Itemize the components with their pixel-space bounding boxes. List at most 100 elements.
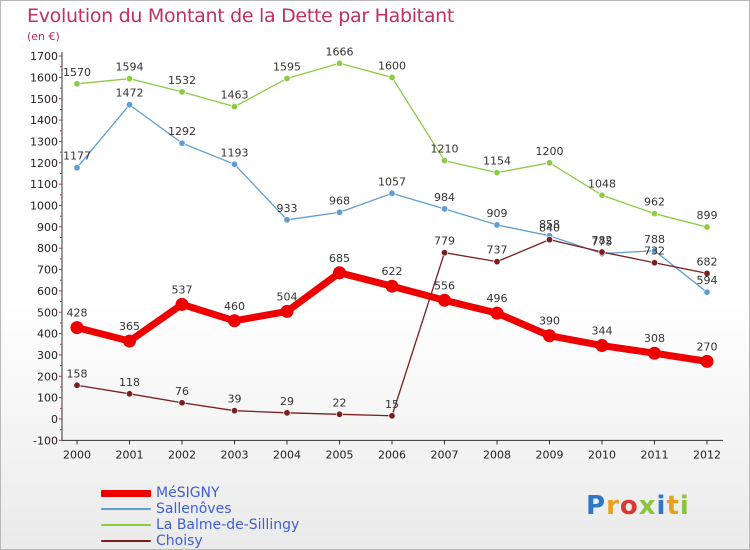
- data-point: [73, 381, 81, 389]
- logo-letter: r: [606, 491, 620, 521]
- logo-letter: P: [586, 491, 607, 521]
- data-label: 1048: [588, 177, 616, 190]
- y-tick-label: 1200: [30, 157, 58, 170]
- data-point: [595, 339, 609, 353]
- legend-label: La Balme-de-Sillingy: [156, 517, 300, 533]
- data-label: 1595: [273, 60, 301, 73]
- data-label: 782: [592, 234, 613, 247]
- x-tick-label: 2003: [221, 448, 249, 461]
- x-tick-label: 2000: [63, 448, 91, 461]
- proxiti-logo: Proxiti: [586, 491, 690, 521]
- data-label: 1463: [221, 89, 249, 102]
- x-tick-label: 2006: [378, 448, 406, 461]
- x-tick-label: 2002: [168, 448, 196, 461]
- data-point: [543, 329, 556, 343]
- data-label: 1594: [116, 61, 144, 74]
- data-label: 1154: [483, 155, 511, 168]
- y-tick-label: 300: [37, 349, 58, 362]
- data-label: 39: [228, 393, 242, 406]
- data-point: [231, 407, 239, 415]
- labels-3: 158 118 76 39 29 22 15 779 737 840 782 732 682: [67, 222, 718, 411]
- data-point: [228, 314, 241, 328]
- data-label: 909: [487, 207, 508, 220]
- data-point: [73, 80, 81, 88]
- data-label: 270: [697, 340, 718, 353]
- series-0: [70, 266, 714, 368]
- data-point: [388, 412, 396, 420]
- data-point: [123, 334, 136, 348]
- x-tick-label: 2011: [641, 448, 669, 461]
- data-point: [598, 191, 606, 199]
- data-label: 968: [329, 194, 350, 207]
- data-label: 15: [385, 398, 399, 411]
- data-point: [335, 410, 343, 418]
- y-tick-label: 200: [37, 370, 58, 383]
- data-point: [703, 269, 711, 277]
- data-point: [335, 208, 343, 216]
- data-point: [385, 279, 399, 293]
- legend-label: Sallenôves: [156, 501, 232, 517]
- data-point: [178, 399, 186, 407]
- data-label: 1532: [168, 74, 196, 87]
- data-point: [440, 205, 448, 213]
- data-point: [126, 101, 134, 109]
- y-tick-label: 1100: [30, 178, 58, 191]
- data-point: [70, 321, 84, 335]
- data-point: [650, 247, 658, 255]
- data-label: 732: [644, 245, 665, 258]
- data-label: 158: [67, 367, 88, 380]
- data-label: 365: [119, 320, 140, 333]
- data-label: 118: [119, 376, 140, 389]
- data-label: 737: [487, 244, 508, 257]
- legend-swatch: [101, 508, 151, 510]
- data-point: [490, 306, 504, 320]
- data-label: 504: [277, 290, 298, 303]
- chart-title: Evolution du Montant de la Dette par Hab…: [27, 5, 455, 27]
- data-label: 775: [592, 236, 613, 249]
- data-point: [283, 216, 291, 224]
- data-label: 29: [280, 395, 294, 408]
- y-tick-label: -100: [33, 434, 58, 447]
- legend-label: MéSIGNY: [156, 485, 220, 501]
- data-label: 1600: [378, 59, 406, 72]
- data-label: 622: [382, 265, 403, 278]
- data-point: [440, 157, 448, 165]
- data-label: 76: [175, 385, 189, 398]
- labels-2: 1570 1594 1532 1463 1595 1666 1600 1210 1154 1200…: [63, 45, 718, 222]
- y-tick-label: 500: [37, 306, 58, 319]
- x-tick-label: 2008: [483, 448, 511, 461]
- data-point: [650, 210, 658, 218]
- data-point: [648, 346, 661, 360]
- data-point: [438, 293, 451, 307]
- axes: -100 0 100 200 300 400 500 600 700 800 900 1000 1100…: [30, 50, 723, 461]
- y-tick-label: 100: [37, 392, 58, 405]
- data-label: 308: [644, 332, 665, 345]
- data-label: 685: [329, 252, 350, 265]
- data-label: 428: [67, 307, 88, 320]
- series-3: [73, 236, 711, 420]
- data-label: 556: [434, 279, 455, 292]
- y-tick-label: 1500: [30, 93, 58, 106]
- y-tick-label: 900: [37, 221, 58, 234]
- data-label: 984: [434, 191, 455, 204]
- legend-swatch: [101, 524, 151, 526]
- data-point: [703, 223, 711, 231]
- data-label: 1177: [63, 150, 91, 163]
- data-label: 1210: [431, 143, 459, 156]
- data-point: [283, 409, 291, 417]
- y-tick-label: 800: [37, 242, 58, 255]
- data-point: [650, 259, 658, 267]
- data-point: [280, 304, 294, 318]
- data-point: [545, 236, 553, 244]
- data-point: [388, 189, 396, 197]
- labels-0: 428 365 537 460 504 685 622 556 496 390 344 308 270: [67, 252, 718, 354]
- y-tick-label: 600: [37, 285, 58, 298]
- data-label: 537: [172, 283, 193, 296]
- y-tick-label: 0: [51, 413, 58, 426]
- data-point: [545, 159, 553, 167]
- data-label: 1570: [63, 66, 91, 79]
- logo-letter: o: [619, 491, 639, 521]
- x-tick-label: 2007: [431, 448, 459, 461]
- data-label: 899: [697, 209, 718, 222]
